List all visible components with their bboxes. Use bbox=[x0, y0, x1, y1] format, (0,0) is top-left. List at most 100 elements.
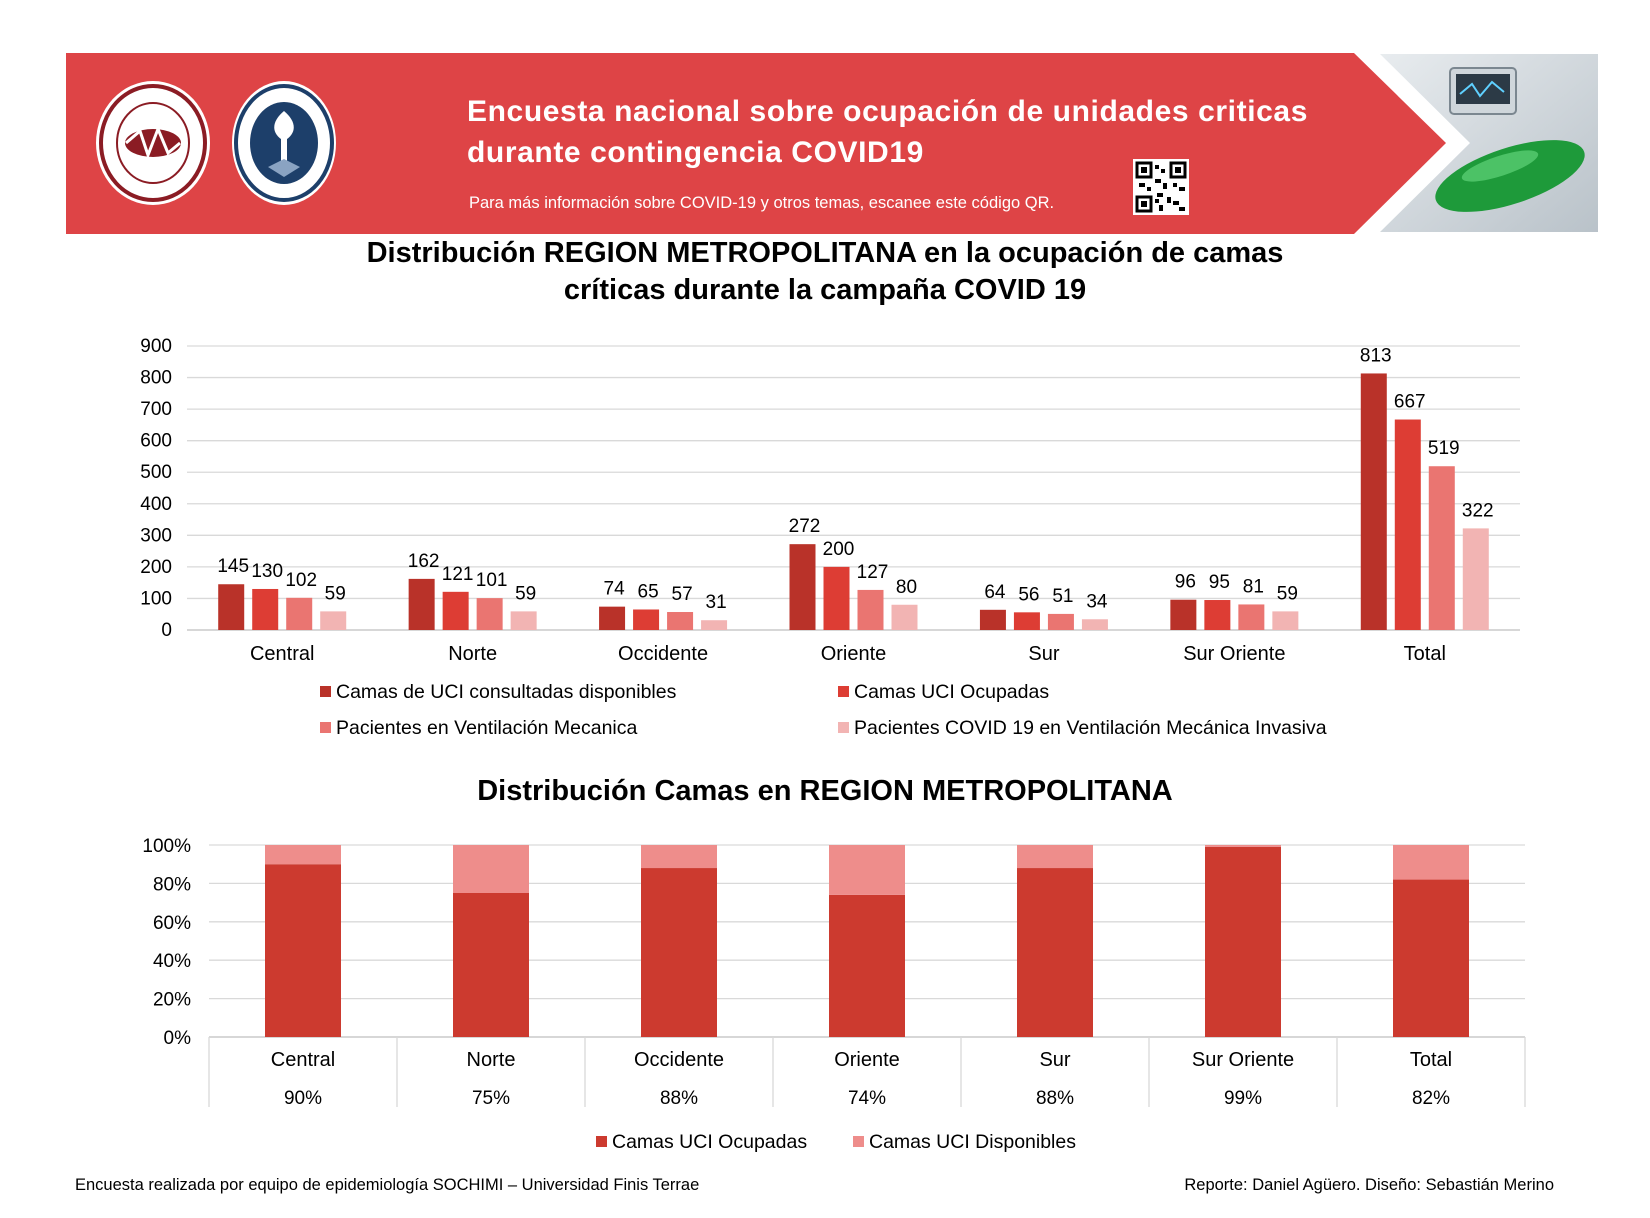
legend-label: Camas UCI Ocupadas bbox=[612, 1131, 807, 1153]
category-label: Oriente bbox=[834, 1049, 900, 1071]
bar bbox=[857, 589, 884, 630]
data-label: 80 bbox=[896, 577, 917, 598]
data-label: 34 bbox=[1086, 591, 1108, 612]
data-label: 322 bbox=[1462, 500, 1494, 521]
data-label: 102 bbox=[285, 570, 317, 591]
bar bbox=[320, 611, 347, 630]
category-label: Occidente bbox=[618, 643, 708, 665]
banner-title: Encuesta nacional sobre ocupación de uni… bbox=[467, 95, 1308, 169]
category-label: Norte bbox=[467, 1049, 516, 1071]
stacked-bar-segment bbox=[1393, 879, 1469, 1037]
category-label: Central bbox=[250, 643, 314, 665]
table-value: 90% bbox=[284, 1088, 322, 1109]
category-label: Central bbox=[271, 1049, 335, 1071]
bar bbox=[1272, 611, 1299, 630]
category-label: Sur bbox=[1028, 643, 1059, 665]
y-tick-label: 700 bbox=[140, 399, 172, 420]
data-label: 65 bbox=[638, 581, 659, 602]
chart1-title-text: Distribución REGION METROPOLITANA en la … bbox=[366, 237, 1284, 306]
stacked-bar-segment bbox=[265, 845, 341, 865]
y-tick-label: 0 bbox=[161, 620, 172, 641]
bar bbox=[1204, 600, 1231, 630]
grouped-bar-chart: 0 100 200 300 400 500 600 700 800 900 145 130 102 59 C… bbox=[140, 336, 1520, 739]
category-label: Total bbox=[1404, 643, 1446, 665]
bar bbox=[1428, 466, 1455, 630]
category-label: Occidente bbox=[634, 1049, 724, 1071]
bar bbox=[1360, 373, 1387, 630]
table-value: 75% bbox=[472, 1088, 510, 1109]
bar bbox=[1013, 612, 1040, 630]
category-label: Norte bbox=[448, 643, 497, 665]
bar bbox=[599, 606, 626, 630]
icu-photo bbox=[1380, 54, 1598, 232]
footer-credit-left: Encuesta realizada por equipo de epidemi… bbox=[75, 1176, 700, 1194]
bar bbox=[252, 588, 279, 630]
footer-credit-right: Reporte: Daniel Agüero. Diseño: Sebastiá… bbox=[1184, 1176, 1554, 1194]
stacked-bar-segment bbox=[265, 864, 341, 1037]
stacked-bar-segment bbox=[1017, 845, 1093, 869]
stacked-bar-segment bbox=[1393, 845, 1469, 880]
y-tick-label: 100 bbox=[140, 588, 172, 609]
bar bbox=[667, 612, 694, 630]
sochimi-logo bbox=[96, 81, 210, 205]
legend-label: Camas UCI Disponibles bbox=[869, 1131, 1076, 1153]
stacked-bar-segment bbox=[1205, 846, 1281, 1037]
y-tick-label: 300 bbox=[140, 525, 172, 546]
bar bbox=[1081, 619, 1108, 630]
data-label: 127 bbox=[857, 562, 889, 583]
legend-swatch bbox=[320, 686, 331, 697]
legend-swatch bbox=[838, 722, 849, 733]
data-label: 272 bbox=[789, 516, 821, 537]
chart1-title: Distribución REGION METROPOLITANA en la … bbox=[0, 235, 1650, 309]
table-value: 88% bbox=[1036, 1088, 1074, 1109]
banner-background bbox=[66, 53, 1446, 234]
category-label: Oriente bbox=[821, 643, 887, 665]
y-tick-label: 40% bbox=[153, 951, 191, 972]
data-label: 59 bbox=[515, 583, 536, 604]
chart2-title: Distribución Camas en REGION METROPOLITA… bbox=[477, 775, 1173, 807]
y-tick-label: 20% bbox=[153, 990, 191, 1011]
category-label: Total bbox=[1410, 1049, 1452, 1071]
y-tick-label: 100% bbox=[142, 836, 191, 857]
bar bbox=[510, 611, 537, 630]
table-value: 99% bbox=[1224, 1088, 1262, 1109]
stacked-bar-segment bbox=[1017, 868, 1093, 1037]
y-tick-label: 80% bbox=[153, 874, 191, 895]
data-label: 31 bbox=[706, 592, 727, 613]
bar bbox=[789, 544, 816, 630]
data-label: 145 bbox=[217, 556, 249, 577]
data-label: 96 bbox=[1175, 572, 1196, 593]
y-tick-label: 900 bbox=[140, 336, 172, 357]
y-tick-label: 0% bbox=[164, 1028, 192, 1049]
bar bbox=[1238, 604, 1265, 630]
bar bbox=[979, 609, 1006, 630]
data-label: 200 bbox=[823, 539, 855, 560]
data-label: 121 bbox=[442, 564, 474, 585]
data-label: 59 bbox=[1277, 583, 1298, 604]
bar bbox=[823, 566, 850, 630]
bar bbox=[701, 620, 728, 630]
data-label: 64 bbox=[984, 582, 1006, 603]
legend-label: Pacientes en Ventilación Mecanica bbox=[336, 717, 638, 739]
stacked-bar-segment bbox=[453, 893, 529, 1037]
data-label: 56 bbox=[1018, 584, 1039, 605]
data-label: 162 bbox=[408, 551, 440, 572]
data-label: 813 bbox=[1360, 345, 1392, 366]
bar bbox=[286, 597, 313, 630]
data-label: 101 bbox=[476, 570, 508, 591]
qr-code-icon[interactable] bbox=[1133, 159, 1189, 215]
stacked-bar-segment bbox=[1205, 845, 1281, 847]
bar bbox=[891, 604, 918, 630]
data-label: 57 bbox=[672, 584, 693, 605]
bar bbox=[1462, 528, 1489, 630]
legend-label: Pacientes COVID 19 en Ventilación Mecáni… bbox=[854, 717, 1327, 739]
stacked-bar-segment bbox=[641, 845, 717, 869]
data-label: 81 bbox=[1243, 576, 1264, 597]
stacked-percent-chart: 0% 20% 40% 60% 80% 100% Central 90% Norte 75% Occi… bbox=[142, 836, 1526, 1153]
bar bbox=[1394, 419, 1421, 630]
table-value: 82% bbox=[1412, 1088, 1450, 1109]
data-label: 519 bbox=[1428, 438, 1460, 459]
data-label: 667 bbox=[1394, 392, 1426, 413]
legend-label: Camas de UCI consultadas disponibles bbox=[336, 681, 677, 703]
stacked-bar-segment bbox=[453, 845, 529, 893]
